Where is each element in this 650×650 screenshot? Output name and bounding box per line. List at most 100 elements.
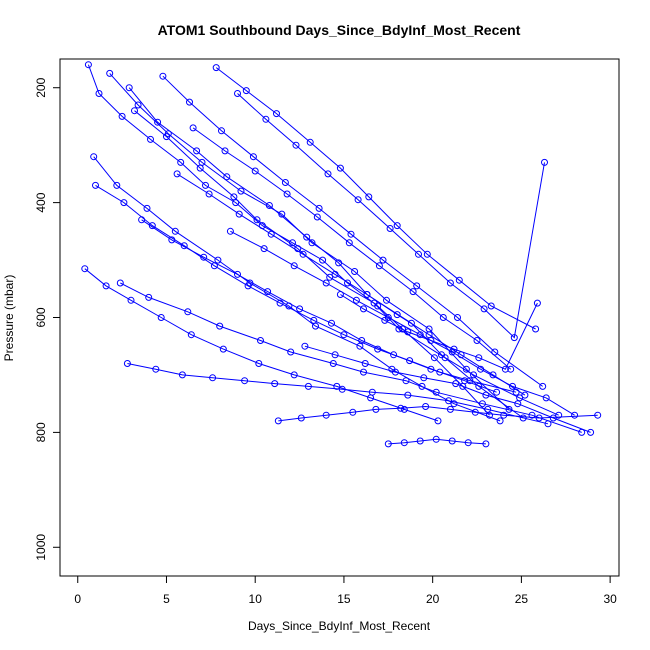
data-point: [484, 405, 492, 413]
data-point: [340, 331, 348, 339]
data-point: [541, 158, 548, 166]
data-point: [555, 411, 563, 419]
data-point: [416, 331, 424, 339]
data-point: [347, 230, 355, 238]
series-8: [274, 403, 602, 425]
x-tick-label: 5: [163, 592, 170, 606]
data-point: [281, 179, 289, 186]
data-point: [315, 204, 323, 212]
data-point: [310, 316, 318, 324]
data-point: [571, 411, 579, 419]
series-19: [226, 227, 579, 419]
data-point: [489, 371, 497, 379]
series-11: [212, 64, 540, 333]
data-point: [290, 262, 298, 270]
data-point: [436, 368, 444, 376]
data-point: [407, 319, 415, 327]
data-point: [406, 357, 414, 365]
data-point: [519, 414, 527, 422]
plot-frame: [59, 58, 620, 577]
data-point: [509, 382, 516, 390]
data-point: [384, 440, 392, 448]
data-point: [539, 382, 547, 390]
data-point: [386, 225, 394, 232]
data-point: [514, 400, 522, 408]
data-point: [125, 84, 133, 92]
data-point: [415, 250, 422, 258]
series-layer: [81, 61, 602, 448]
data-point: [416, 437, 424, 445]
y-tick-label: 600: [34, 307, 48, 327]
series-line: [128, 87, 524, 419]
data-point: [81, 265, 89, 273]
series-0: [84, 61, 493, 419]
data-point: [134, 101, 142, 109]
data-point: [391, 368, 399, 376]
data-point: [418, 382, 426, 390]
data-point: [273, 110, 280, 118]
data-point: [466, 377, 474, 385]
data-point: [214, 256, 222, 264]
data-point: [234, 90, 241, 97]
data-point: [292, 141, 300, 149]
data-point: [455, 276, 463, 284]
data-point: [549, 414, 557, 422]
data-point: [477, 365, 485, 373]
series-line: [176, 173, 526, 396]
data-point: [306, 138, 314, 146]
data-point: [106, 69, 114, 77]
data-point: [397, 404, 405, 412]
data-point: [326, 273, 334, 281]
data-point: [360, 368, 367, 376]
data-point: [209, 374, 217, 382]
data-point: [333, 382, 341, 390]
series-line: [278, 405, 598, 422]
x-axis: 0 5 10 15 20 25 30: [74, 575, 617, 606]
data-point: [510, 334, 518, 342]
data-point: [251, 167, 259, 175]
data-point: [367, 394, 375, 402]
data-point: [351, 268, 359, 275]
data-point: [123, 360, 131, 367]
data-point: [283, 190, 291, 198]
data-point: [379, 256, 387, 264]
data-point: [482, 391, 490, 399]
data-point: [177, 158, 185, 166]
data-point: [186, 98, 193, 106]
data-point: [152, 365, 160, 373]
series-line: [215, 67, 536, 330]
data-point: [242, 87, 250, 95]
data-point: [301, 342, 309, 350]
data-point: [475, 354, 483, 362]
series-line: [192, 127, 512, 370]
data-point: [113, 181, 121, 189]
y-axis-label: Pressure (mbar): [2, 275, 16, 362]
series-10: [189, 124, 515, 373]
data-point: [84, 61, 92, 69]
data-point: [322, 279, 330, 287]
data-point: [154, 118, 162, 126]
data-point: [345, 239, 353, 247]
series-3: [90, 153, 504, 425]
data-point: [493, 388, 501, 396]
data-point: [363, 291, 371, 298]
data-point: [432, 435, 440, 443]
data-point: [297, 414, 305, 422]
series-4: [131, 107, 563, 419]
data-point: [487, 302, 495, 310]
series-line: [127, 363, 549, 425]
data-point: [148, 222, 156, 230]
data-point: [138, 216, 146, 224]
data-point: [331, 270, 339, 278]
data-point: [439, 314, 447, 321]
data-point: [452, 380, 460, 388]
data-point: [249, 153, 257, 161]
data-point: [370, 299, 378, 307]
data-point: [335, 259, 343, 267]
y-tick-label: 1000: [34, 534, 48, 561]
series-18: [173, 170, 529, 399]
data-point: [594, 411, 602, 419]
data-point: [267, 230, 275, 238]
series-line: [237, 93, 545, 339]
